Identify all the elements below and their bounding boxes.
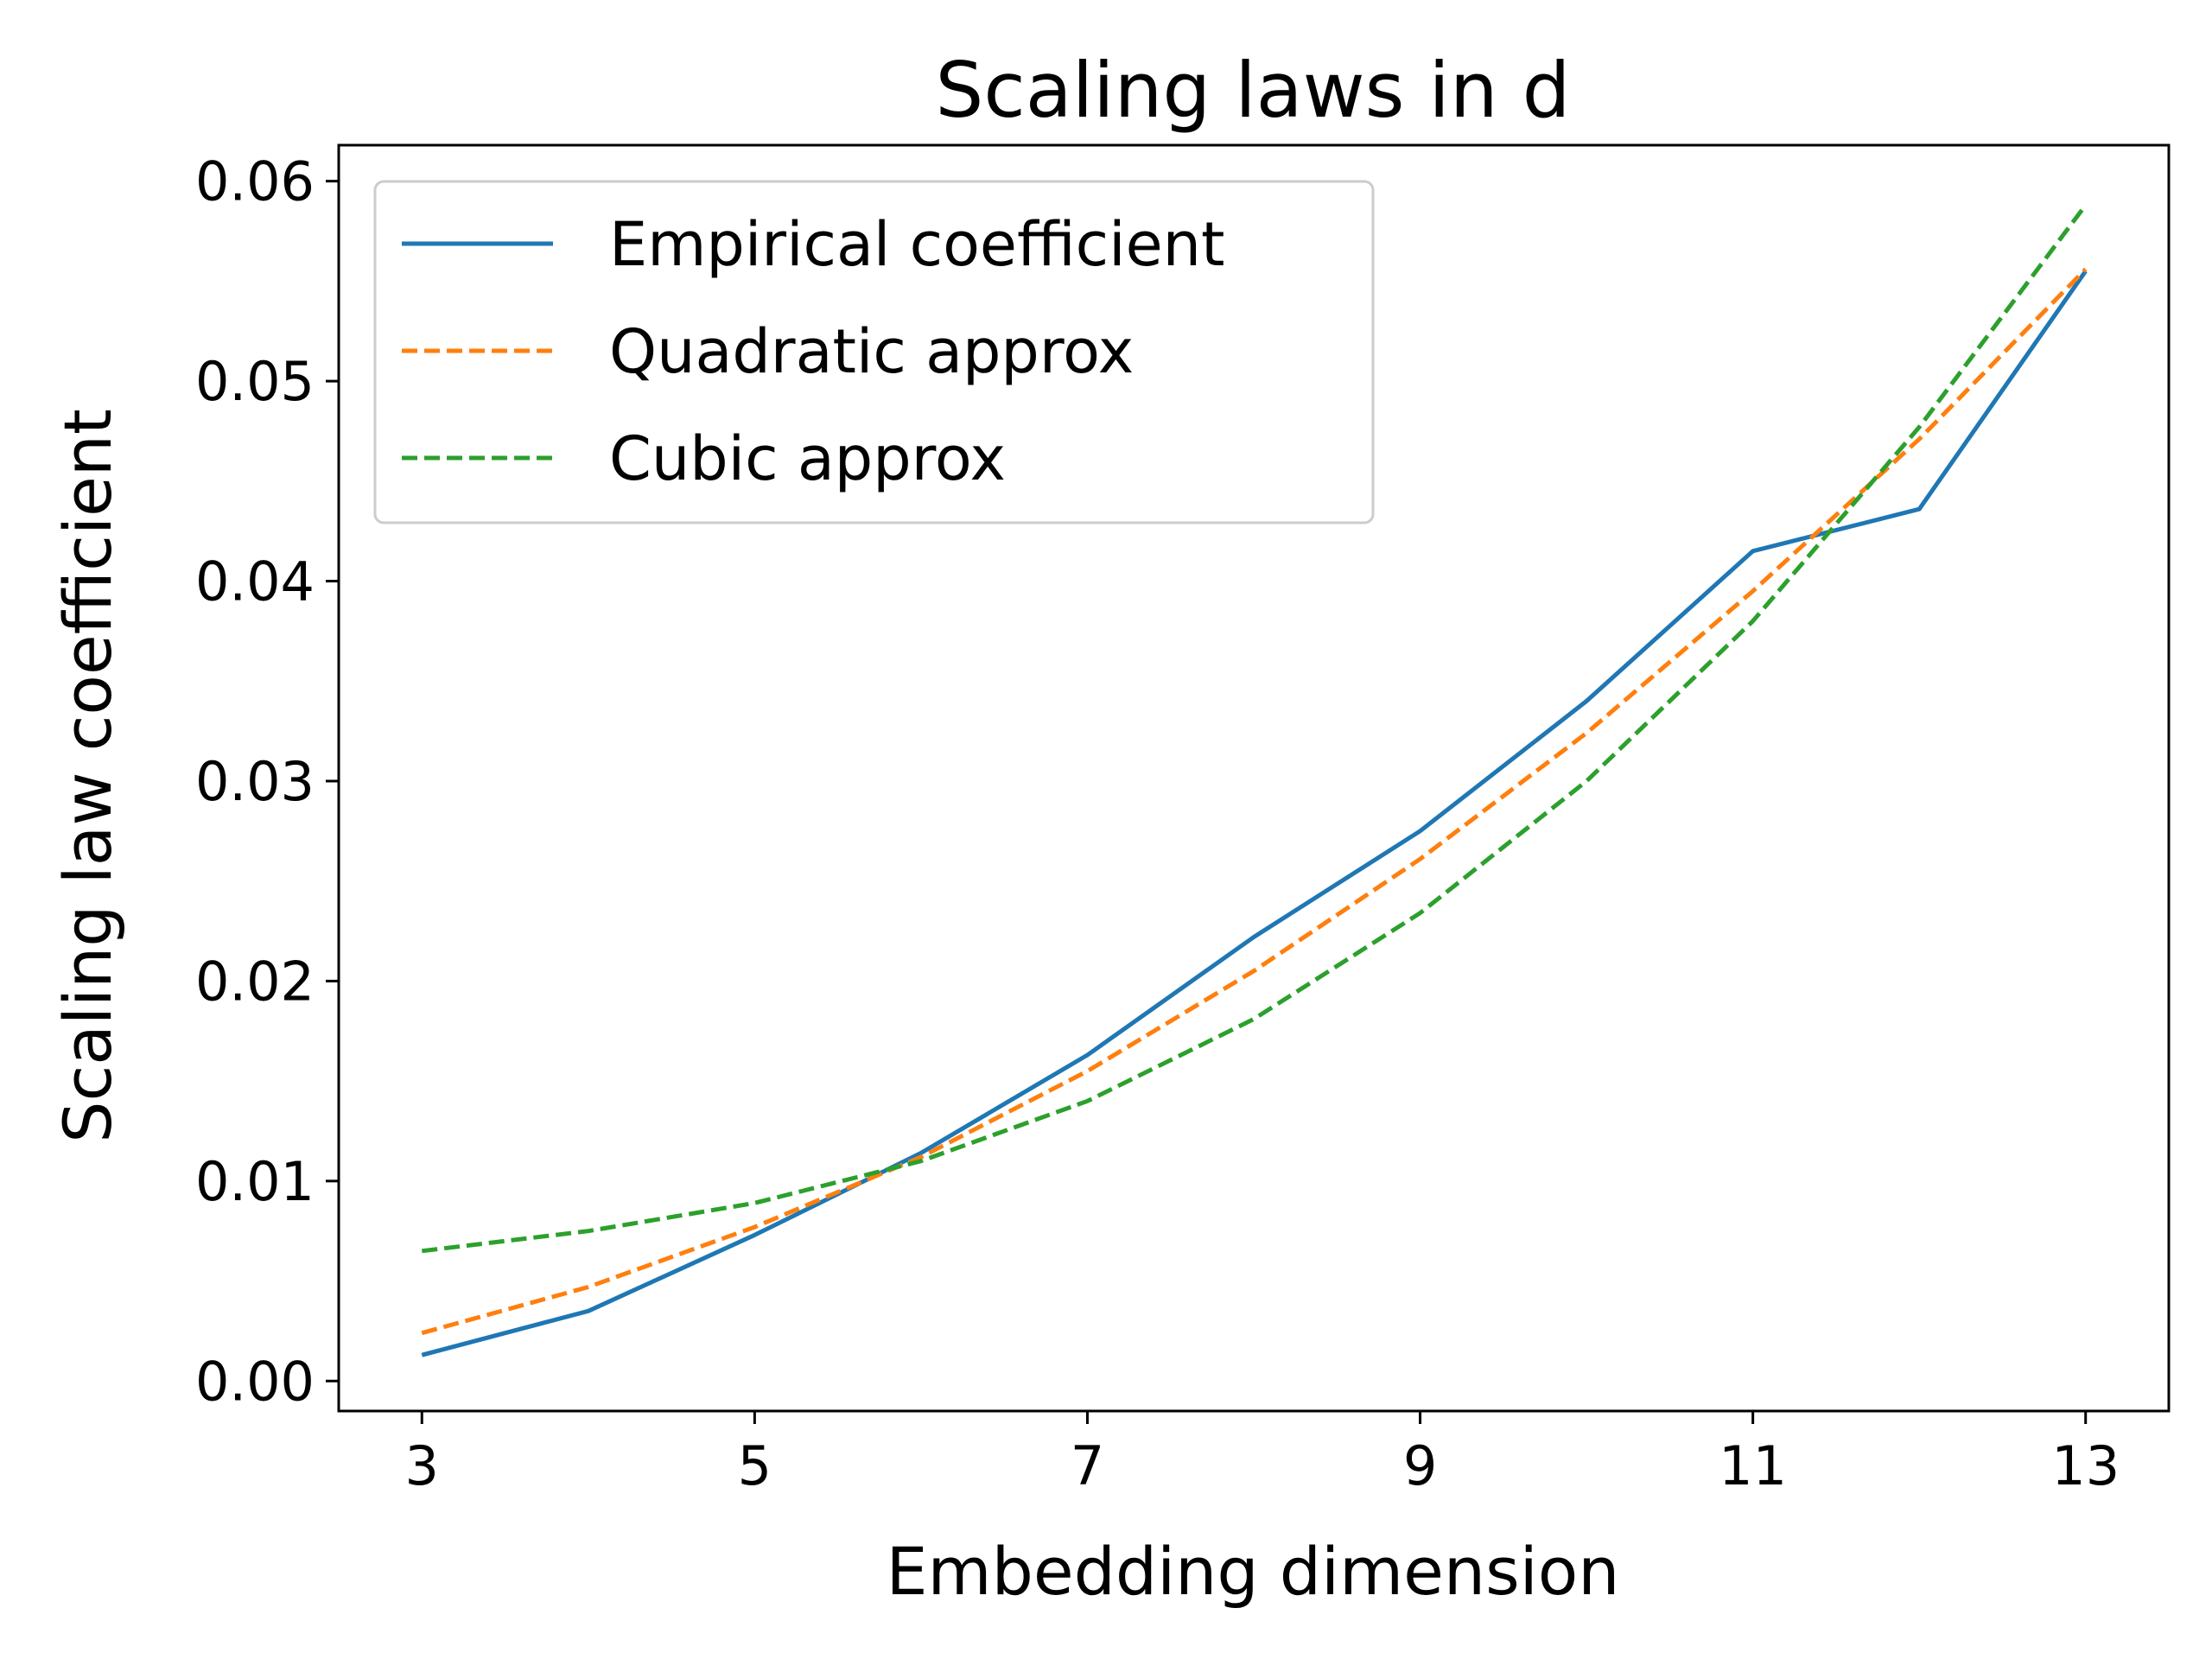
series-line-cubic-approx	[422, 203, 2088, 1254]
x-tick-label: 5	[738, 1434, 772, 1497]
y-tick-label: 0.06	[195, 150, 315, 213]
legend-label-quadratic: Quadratic approx	[609, 316, 1134, 387]
x-tick-label: 13	[2051, 1434, 2120, 1497]
x-axis-label: Embedding dimension	[887, 1533, 1620, 1610]
series-line-quadratic-approx	[421, 267, 2088, 1336]
legend-frame	[373, 180, 1375, 524]
x-tick-label: 11	[1719, 1434, 1787, 1497]
x-tick-label: 7	[1071, 1434, 1104, 1497]
legend: Empirical coefficient Quadratic approx C…	[373, 180, 1375, 524]
x-tick-label: 9	[1403, 1434, 1437, 1497]
y-tick-label: 0.04	[195, 550, 315, 613]
plot-area-frame	[337, 143, 2171, 1413]
y-tick-label: 0.05	[195, 350, 315, 413]
y-tick-label: 0.00	[195, 1350, 315, 1413]
x-tick-label: 3	[405, 1434, 439, 1497]
legend-label-empirical: Empirical coefficient	[609, 209, 1224, 280]
y-tick-label: 0.01	[195, 1150, 315, 1213]
y-tick-label: 0.03	[195, 750, 315, 813]
series-layer	[421, 203, 2088, 1357]
ticks-layer: 3 5 7 9 11 13 0.00 0.01 0.02 0.03 0.04 0.05 0.06	[195, 150, 2120, 1497]
chart-title: Scaling laws in d	[936, 46, 1571, 135]
legend-label-cubic: Cubic approx	[609, 423, 1006, 494]
y-axis-label: Scaling law coefficient	[49, 409, 126, 1143]
y-tick-label: 0.02	[195, 950, 315, 1013]
series-line-empirical-coefficient	[421, 270, 2088, 1357]
